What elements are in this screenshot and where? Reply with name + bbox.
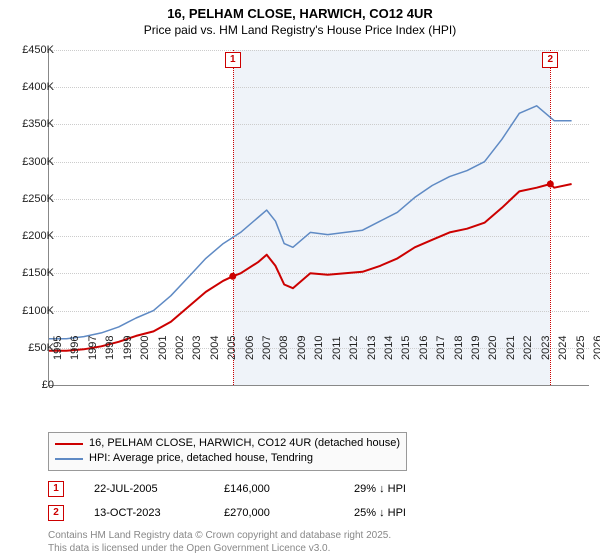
transaction-date: 22-JUL-2005 (94, 483, 224, 495)
x-tick-label: 2007 (261, 336, 273, 360)
x-tick-label: 2025 (575, 336, 587, 360)
y-tick-label: £400K (10, 81, 54, 93)
sale-point (229, 273, 236, 280)
y-tick-label: £250K (10, 193, 54, 205)
y-tick-label: £200K (10, 230, 54, 242)
x-tick-label: 2009 (296, 336, 308, 360)
x-tick-label: 2003 (191, 336, 203, 360)
transaction-list: 1 22-JUL-2005 £146,000 29% ↓ HPI 2 13-OC… (48, 477, 588, 525)
legend-item-price-paid: 16, PELHAM CLOSE, HARWICH, CO12 4UR (det… (55, 436, 400, 451)
transaction-row: 1 22-JUL-2005 £146,000 29% ↓ HPI (48, 477, 588, 501)
x-tick-label: 2020 (487, 336, 499, 360)
series-hpi (49, 106, 572, 339)
x-tick-label: 2000 (139, 336, 151, 360)
x-tick-label: 2006 (244, 336, 256, 360)
sale-point (547, 181, 554, 188)
x-tick-label: 2015 (400, 336, 412, 360)
x-tick-label: 2004 (209, 336, 221, 360)
legend-swatch (55, 443, 83, 445)
transaction-marker: 2 (48, 505, 64, 521)
x-tick-label: 1998 (104, 336, 116, 360)
x-tick-label: 1997 (87, 336, 99, 360)
legend-label: 16, PELHAM CLOSE, HARWICH, CO12 4UR (det… (89, 436, 400, 451)
chart-subtitle: Price paid vs. HM Land Registry's House … (0, 23, 600, 41)
y-tick-label: £300K (10, 156, 54, 168)
chart-title: 16, PELHAM CLOSE, HARWICH, CO12 4UR (0, 0, 600, 23)
legend-box: 16, PELHAM CLOSE, HARWICH, CO12 4UR (det… (48, 432, 407, 471)
x-tick-label: 2012 (348, 336, 360, 360)
chart-container: 16, PELHAM CLOSE, HARWICH, CO12 4UR Pric… (0, 0, 600, 560)
transaction-indicator: 25% ↓ HPI (354, 507, 484, 519)
x-tick-label: 2018 (453, 336, 465, 360)
marker-box: 2 (542, 52, 558, 68)
x-tick-label: 2010 (313, 336, 325, 360)
x-tick-label: 2017 (435, 336, 447, 360)
x-tick-label: 2019 (470, 336, 482, 360)
x-tick-label: 2024 (557, 336, 569, 360)
x-tick-label: 2005 (226, 336, 238, 360)
transaction-price: £146,000 (224, 483, 354, 495)
y-tick-label: £0 (10, 379, 54, 391)
x-tick-label: 2002 (174, 336, 186, 360)
x-tick-label: 2023 (540, 336, 552, 360)
footer-attribution: Contains HM Land Registry data © Crown c… (48, 529, 588, 555)
x-tick-label: 2016 (418, 336, 430, 360)
legend-item-hpi: HPI: Average price, detached house, Tend… (55, 451, 400, 466)
footer-line: Contains HM Land Registry data © Crown c… (48, 529, 588, 542)
transaction-price: £270,000 (224, 507, 354, 519)
x-tick-label: 1996 (69, 336, 81, 360)
transaction-marker: 1 (48, 481, 64, 497)
transaction-row: 2 13-OCT-2023 £270,000 25% ↓ HPI (48, 501, 588, 525)
footer-line: This data is licensed under the Open Gov… (48, 542, 588, 555)
y-tick-label: £150K (10, 267, 54, 279)
x-tick-label: 2014 (383, 336, 395, 360)
x-tick-label: 2022 (522, 336, 534, 360)
y-tick-label: £450K (10, 44, 54, 56)
y-tick-label: £350K (10, 118, 54, 130)
x-tick-label: 2013 (366, 336, 378, 360)
x-tick-label: 2026 (592, 336, 600, 360)
marker-box: 1 (225, 52, 241, 68)
transaction-date: 13-OCT-2023 (94, 507, 224, 519)
x-tick-label: 2011 (331, 336, 343, 360)
legend-swatch (55, 458, 83, 460)
x-tick-label: 1995 (52, 336, 64, 360)
x-tick-label: 2008 (278, 336, 290, 360)
x-tick-label: 2021 (505, 336, 517, 360)
transaction-indicator: 29% ↓ HPI (354, 483, 484, 495)
legend-label: HPI: Average price, detached house, Tend… (89, 451, 313, 466)
legend-and-info: 16, PELHAM CLOSE, HARWICH, CO12 4UR (det… (48, 432, 588, 555)
x-tick-label: 1999 (122, 336, 134, 360)
y-tick-label: £50K (10, 342, 54, 354)
series-price_paid (49, 184, 572, 351)
y-tick-label: £100K (10, 305, 54, 317)
x-tick-label: 2001 (157, 336, 169, 360)
